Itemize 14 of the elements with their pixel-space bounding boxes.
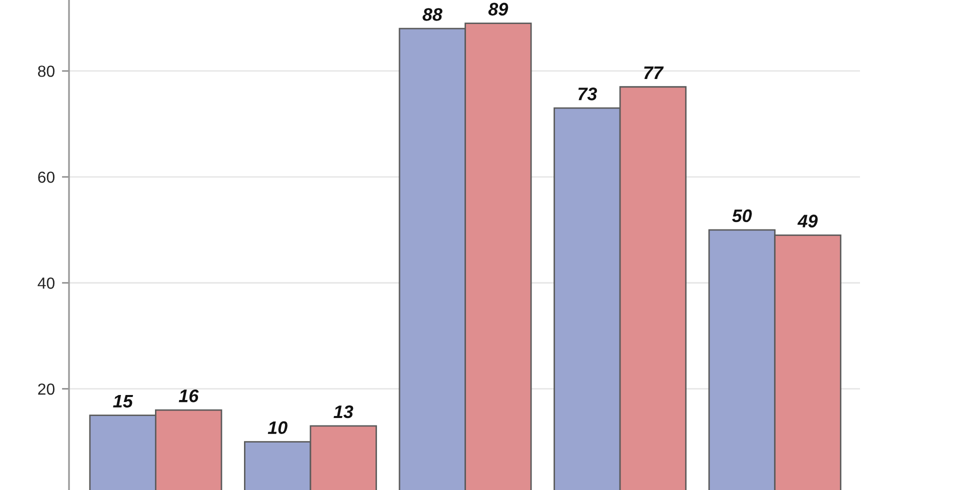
data-label: 77 xyxy=(644,66,664,79)
y-tick-label: 80 xyxy=(38,66,54,77)
data-label: 13 xyxy=(334,405,354,418)
y-tick-label: 60 xyxy=(38,172,54,183)
data-label: 49 xyxy=(797,214,818,228)
data-label: 50 xyxy=(732,209,752,222)
data-label: 16 xyxy=(178,389,199,402)
data-label: 73 xyxy=(578,88,598,100)
y-tick-label: 40 xyxy=(38,278,54,289)
data-label: 88 xyxy=(422,8,442,21)
data-label: 89 xyxy=(488,2,508,16)
y-tick-label: 20 xyxy=(38,383,54,395)
data-label: 15 xyxy=(113,394,134,408)
data-label: 10 xyxy=(268,421,288,434)
